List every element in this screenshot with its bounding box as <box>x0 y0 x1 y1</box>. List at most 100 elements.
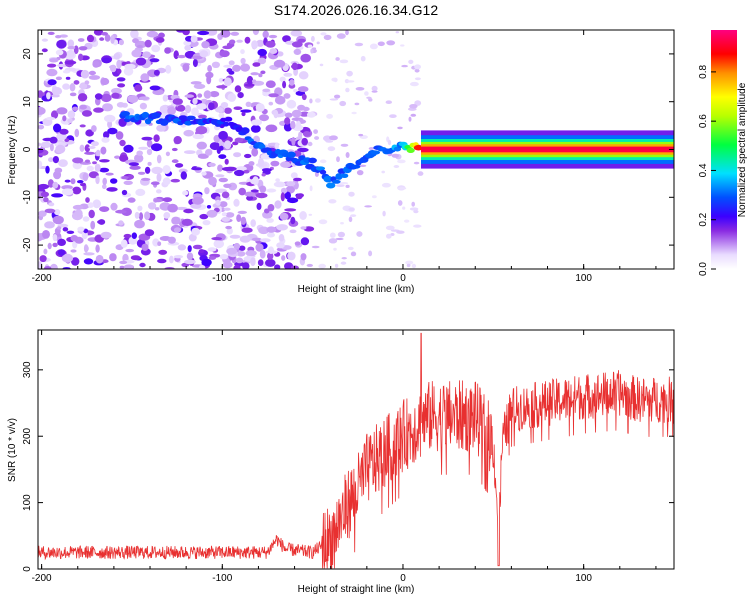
spectrogram-cell <box>52 234 58 242</box>
spectrogram-cell <box>397 159 406 164</box>
spectrogram-cell <box>229 39 236 45</box>
spectrogram-cell <box>49 263 58 269</box>
y-tick-label: 0 <box>22 146 33 152</box>
spectrogram-cell <box>162 177 171 186</box>
spectrogram-cell <box>146 30 159 38</box>
spectrogram-cell <box>77 38 85 42</box>
spectrogram-cell <box>413 209 419 214</box>
spectrogram-cell <box>92 60 100 68</box>
spectrogram-cell <box>118 220 124 226</box>
spectrogram-cell <box>128 162 139 167</box>
spectrogram-cell <box>101 57 112 64</box>
spectrogram-cell <box>406 147 415 153</box>
spectrogram-cell <box>268 246 274 254</box>
y-tick-label: -10 <box>22 190 33 205</box>
spectrogram-cell <box>209 142 221 151</box>
spectrogram-cell <box>78 53 84 61</box>
x-tick-label: 100 <box>575 573 592 584</box>
spectrogram-cell <box>101 32 108 36</box>
x-tick-label: 100 <box>575 273 592 284</box>
spectrogram-cell <box>348 207 355 212</box>
spectrogram-cell <box>95 149 101 157</box>
spectrogram-cell <box>86 34 95 43</box>
colorbar-tick-label: 0.6 <box>698 114 709 128</box>
spectrogram-cell <box>182 63 190 72</box>
spectrogram-cell <box>84 151 95 155</box>
spectrogram-cell <box>55 144 66 154</box>
spectrogram-cell <box>155 37 165 43</box>
spectrogram-cell <box>202 220 211 226</box>
spectrogram-cell <box>91 125 97 133</box>
spectrogram-cell <box>173 255 184 259</box>
spectrogram-cell <box>218 130 229 140</box>
spectrogram-cell <box>409 207 419 211</box>
spectrogram-cell <box>64 60 77 65</box>
spectrogram-cell <box>100 231 112 239</box>
spectrogram-cell <box>93 107 104 113</box>
spectrogram-cell <box>228 70 235 75</box>
spectrogram-cell <box>138 212 144 221</box>
spectrogram-cell <box>286 99 297 109</box>
spectrogram-cell <box>48 157 54 163</box>
spectrogram-cell <box>177 244 187 251</box>
spectrogram-cell <box>146 139 153 148</box>
spectrogram-cell <box>251 147 259 157</box>
spectrogram-cell <box>58 159 68 168</box>
spectrogram-cell <box>152 89 164 96</box>
spectrogram-cell <box>206 205 212 209</box>
spectrogram-cell <box>65 76 71 80</box>
spectrogram-cell <box>154 207 160 211</box>
spectrogram-cell <box>130 255 141 261</box>
spectrogram-cell <box>221 167 233 171</box>
spectrogram-cell <box>169 255 174 264</box>
spectrogram-cell <box>258 157 264 167</box>
spectrogram-cell <box>360 55 366 62</box>
spectrogram-cell <box>115 209 127 214</box>
spectrogram-cell <box>183 208 194 214</box>
spectrogram-cell <box>51 193 64 198</box>
colorbar-ticks: 0.0 0.2 0.4 0.6 0.8 <box>698 64 716 276</box>
spectrogram-cell <box>286 151 296 158</box>
spectrogram-cell <box>114 155 121 159</box>
spectrogram-cell <box>252 30 259 36</box>
spectrogram-cell <box>211 237 223 241</box>
colorbar-label: Normalized spectral amplitude <box>737 82 748 217</box>
spectrogram-cell <box>180 171 187 180</box>
spectrogram-cell <box>267 204 275 212</box>
spectrogram-cell <box>234 137 244 143</box>
spectrogram-cell <box>95 244 100 253</box>
spectrogram-cell <box>223 207 231 211</box>
spectrogram-cell <box>42 137 54 142</box>
spectrogram-cell <box>243 169 250 174</box>
spectrogram-cell <box>139 102 147 110</box>
spectrogram-cell <box>199 213 209 220</box>
spectrogram-cell <box>265 40 276 48</box>
spectrogram-cell <box>130 30 139 39</box>
spectrogram-cell <box>192 97 198 105</box>
snr-x-label: Height of straight line (km) <box>298 584 415 595</box>
spectrogram-cell <box>329 232 336 238</box>
spectrogram-cell <box>70 178 76 185</box>
spectrogram-cell <box>306 263 313 267</box>
spectrogram-cell <box>110 178 118 184</box>
spectrogram-cell <box>148 202 157 210</box>
spectrogram-cell <box>264 208 270 214</box>
spectrogram-cell <box>417 171 424 176</box>
spectrogram-cell <box>411 263 417 269</box>
colorbar-tick-label: 0.0 <box>698 262 709 276</box>
spectrogram-cell <box>255 243 264 252</box>
spectrogram-cell <box>259 185 267 193</box>
spectrogram-cell <box>290 120 296 130</box>
spectrogram-cell <box>156 189 162 194</box>
spectrogram-cell <box>157 258 167 264</box>
spectrogram-cell <box>224 107 232 114</box>
spectrogram-cell <box>158 32 165 39</box>
spectrogram-cell <box>165 64 172 74</box>
spectrogram-cell <box>124 63 136 70</box>
spectrogram-cell <box>137 205 143 211</box>
spectrogram-cell <box>100 93 112 103</box>
spectrogram-marks <box>38 30 674 269</box>
spectrogram-cell <box>215 199 221 206</box>
spectrogram-cell <box>104 34 111 42</box>
